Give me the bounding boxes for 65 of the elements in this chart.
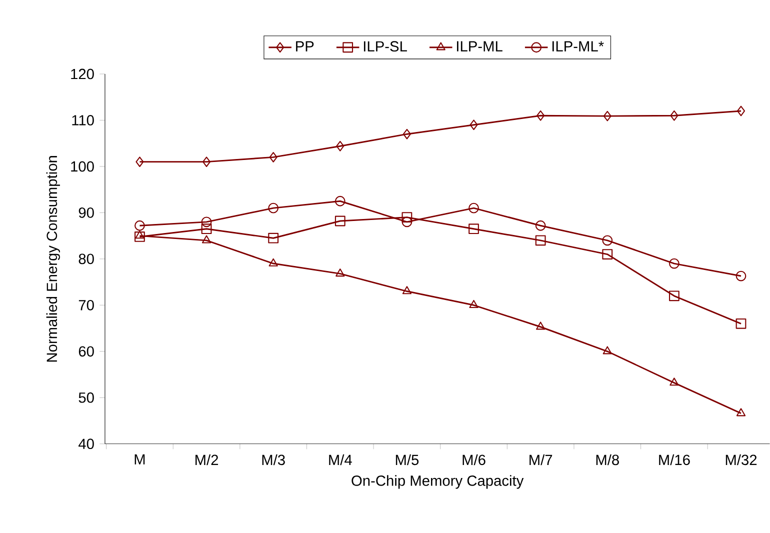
point xyxy=(334,216,346,226)
point xyxy=(202,235,212,244)
x-tick-label: M/8 xyxy=(596,454,619,466)
y-tick-label: 100 xyxy=(71,161,94,172)
y-tick-label: 60 xyxy=(78,346,94,357)
x-tick-label: M/6 xyxy=(462,454,486,466)
point xyxy=(268,202,279,214)
point xyxy=(134,220,145,231)
point xyxy=(535,235,546,246)
point xyxy=(402,128,411,140)
point xyxy=(736,106,746,116)
point xyxy=(336,141,344,152)
y-tick-label: 50 xyxy=(78,392,94,403)
x-tick-label: M/5 xyxy=(396,454,419,466)
legend-label: ILP-ML xyxy=(457,41,502,52)
point xyxy=(136,156,144,168)
point xyxy=(536,322,546,330)
x-tick-label: M xyxy=(134,454,145,465)
point xyxy=(668,290,680,302)
point xyxy=(201,224,212,234)
x-axis-title: On-Chip Memory Capacity xyxy=(352,475,524,489)
point xyxy=(268,233,279,244)
y-tick-label: 110 xyxy=(72,115,94,126)
point xyxy=(402,216,412,228)
point xyxy=(269,152,278,162)
point xyxy=(736,408,746,416)
point xyxy=(470,120,478,130)
y-tick-label: 90 xyxy=(78,208,94,218)
y-tick-label: 70 xyxy=(78,300,94,310)
legend-label: ILP-ML* xyxy=(552,41,604,52)
y-axis-title: Normalied Energy Consumption xyxy=(46,156,60,362)
point xyxy=(134,232,145,242)
point xyxy=(402,286,412,294)
point xyxy=(670,110,678,121)
point xyxy=(336,268,345,277)
x-tick-label: M/16 xyxy=(659,454,690,466)
point xyxy=(402,212,412,223)
y-tick-label: 80 xyxy=(78,254,94,264)
point xyxy=(334,196,346,206)
point xyxy=(135,230,144,239)
x-tick-label: M/32 xyxy=(726,454,757,466)
point xyxy=(603,110,612,122)
point xyxy=(670,378,679,386)
point xyxy=(602,249,613,260)
point xyxy=(468,202,479,214)
point xyxy=(202,156,211,168)
point xyxy=(535,220,546,231)
point xyxy=(268,258,278,266)
point xyxy=(736,270,746,282)
x-tick-label: M/7 xyxy=(530,454,552,466)
point xyxy=(602,346,612,354)
point xyxy=(736,318,746,329)
x-tick-label: M/4 xyxy=(329,454,352,466)
point xyxy=(201,216,212,228)
legend-label: ILP-SL xyxy=(364,41,407,52)
point xyxy=(668,258,680,269)
x-tick-label: M/3 xyxy=(262,454,285,466)
point xyxy=(469,300,478,308)
y-tick-label: 40 xyxy=(78,438,94,450)
point xyxy=(536,110,545,121)
x-tick-label: M/2 xyxy=(196,454,218,466)
point xyxy=(468,224,479,234)
point xyxy=(602,235,613,246)
y-tick-label: 120 xyxy=(71,68,94,80)
legend-label: PP xyxy=(296,41,314,52)
